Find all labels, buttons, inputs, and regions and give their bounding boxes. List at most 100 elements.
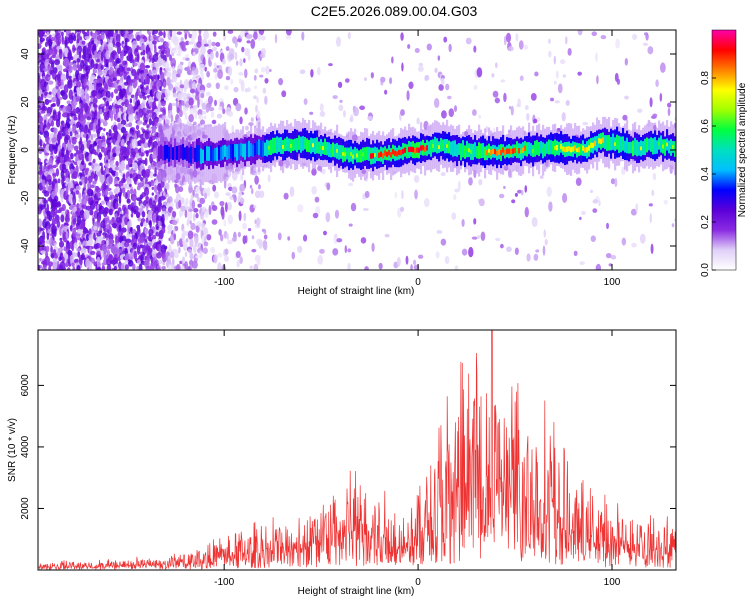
spectrogram-band-core — [450, 141, 453, 155]
y-tick-label: 20 — [20, 96, 31, 108]
spectrogram-cell — [615, 38, 621, 49]
spectrogram-cell — [454, 265, 459, 270]
spectrogram-peak — [356, 153, 359, 158]
spectrogram-cell — [301, 31, 305, 41]
spectrogram-cell — [48, 91, 52, 95]
spectrogram-peak — [380, 151, 383, 157]
spectrogram-band-core — [316, 137, 319, 154]
spectrogram-band-core — [648, 138, 651, 151]
spectrogram-cell — [83, 209, 90, 220]
spectrogram-peak — [496, 150, 499, 157]
spectrogram-cell — [676, 160, 679, 167]
spectrogram-cell — [478, 115, 482, 119]
spectrogram-cell — [237, 231, 241, 238]
spectrogram-cell — [96, 232, 102, 237]
spectrogram-band-core — [178, 145, 181, 162]
spectrogram-band-core — [610, 136, 613, 151]
spectrogram-cell — [258, 239, 263, 249]
spectrogram-band-core — [618, 135, 621, 153]
spectrogram-cell — [579, 216, 582, 221]
spectrogram-cell — [616, 78, 621, 85]
spectrogram-band-core — [530, 143, 533, 156]
spectrogram-cell — [326, 182, 331, 191]
spectrogram-cell — [177, 93, 183, 103]
spectrogram-peak — [418, 147, 421, 153]
spectrogram-band-core — [266, 139, 269, 157]
spectrogram-cell — [147, 165, 152, 171]
spectrogram-cell — [203, 43, 209, 47]
spectrogram-band-core — [650, 137, 653, 152]
spectrogram-cell — [158, 117, 162, 123]
spectrogram-peak — [426, 145, 429, 151]
spectrogram-cell — [136, 53, 140, 63]
spectrogram-cell — [139, 62, 146, 72]
spectrogram-cell — [48, 80, 54, 85]
spectrogram-band-core — [634, 137, 637, 155]
spectrogram-cell — [124, 50, 129, 54]
spectrogram-cell — [332, 248, 339, 256]
spectrogram-cell — [42, 186, 46, 192]
spectrogram-peak — [394, 150, 397, 156]
spectrogram-band-core — [434, 136, 437, 153]
spectrogram-peak — [524, 145, 527, 151]
spectrogram-cell — [380, 76, 386, 83]
spectrogram-peak — [442, 143, 445, 148]
spectrogram-peak — [388, 150, 391, 156]
spectrogram-cell — [145, 203, 149, 212]
spectrogram-cell — [297, 245, 303, 253]
spectrogram-band-core — [276, 136, 279, 154]
spectrogram-band-core — [354, 146, 357, 160]
spectrogram-cell — [590, 189, 594, 194]
spectrogram-peak — [490, 150, 493, 156]
spectrogram-cell — [336, 238, 343, 243]
spectrogram-cell — [73, 145, 79, 151]
spectrogram-band-core — [440, 137, 443, 152]
spectrogram-band-core — [612, 133, 615, 150]
spectrogram-cell — [72, 194, 77, 206]
spectrogram-cell — [478, 178, 483, 186]
spectrogram-cell — [127, 106, 134, 117]
spectrogram-cell — [191, 30, 197, 40]
spectrogram-cell — [320, 168, 326, 175]
spectrogram-cell — [347, 31, 351, 40]
spectrogram-cell — [218, 106, 223, 111]
spectrogram-cell — [101, 262, 105, 267]
spectrogram-cell — [188, 97, 194, 106]
spectrogram-peak — [504, 150, 507, 156]
spectrogram-cell — [212, 184, 217, 192]
spectrogram-peak — [584, 147, 587, 153]
spectrogram-cell — [652, 113, 658, 118]
spectrogram-band-core — [252, 144, 255, 157]
spectrogram-cell — [137, 217, 142, 222]
spectrogram-cell — [140, 51, 143, 56]
spectrogram-cell — [150, 261, 155, 270]
spectrogram-cell — [344, 245, 348, 254]
spectrogram-cell — [192, 51, 196, 57]
spectrogram-band-core — [472, 143, 475, 160]
spectrogram-band-core — [284, 138, 287, 152]
spectrogram-band-core — [300, 136, 303, 153]
colorbar-tick-label: 0.4 — [700, 167, 711, 181]
spectrogram-peak — [412, 146, 415, 153]
spectrogram-cell — [148, 228, 154, 237]
spectrogram-cell — [163, 30, 166, 39]
spectrogram-band-core — [452, 140, 455, 157]
spectrogram-cell — [129, 33, 134, 40]
spectrogram-cell — [38, 105, 41, 109]
spectrogram-band-core — [194, 147, 197, 162]
spectrogram-cell — [203, 227, 209, 237]
spectrogram-cell — [418, 62, 424, 67]
spectrogram-band-core — [240, 143, 243, 156]
spectrogram-cell — [92, 217, 95, 226]
spectrogram-cell — [116, 45, 122, 54]
spectrogram-cell — [567, 48, 572, 56]
spectrogram-cell — [80, 160, 85, 166]
spectrogram-cell — [129, 183, 132, 188]
spectrogram-cell — [92, 158, 96, 164]
spectrogram-cell — [52, 261, 58, 270]
spectrogram-cell — [118, 203, 122, 207]
spectrogram-cell — [113, 266, 118, 270]
spectrogram-cell — [263, 241, 268, 251]
spectrogram-cell — [503, 185, 506, 189]
spectrogram-cell — [76, 32, 81, 42]
